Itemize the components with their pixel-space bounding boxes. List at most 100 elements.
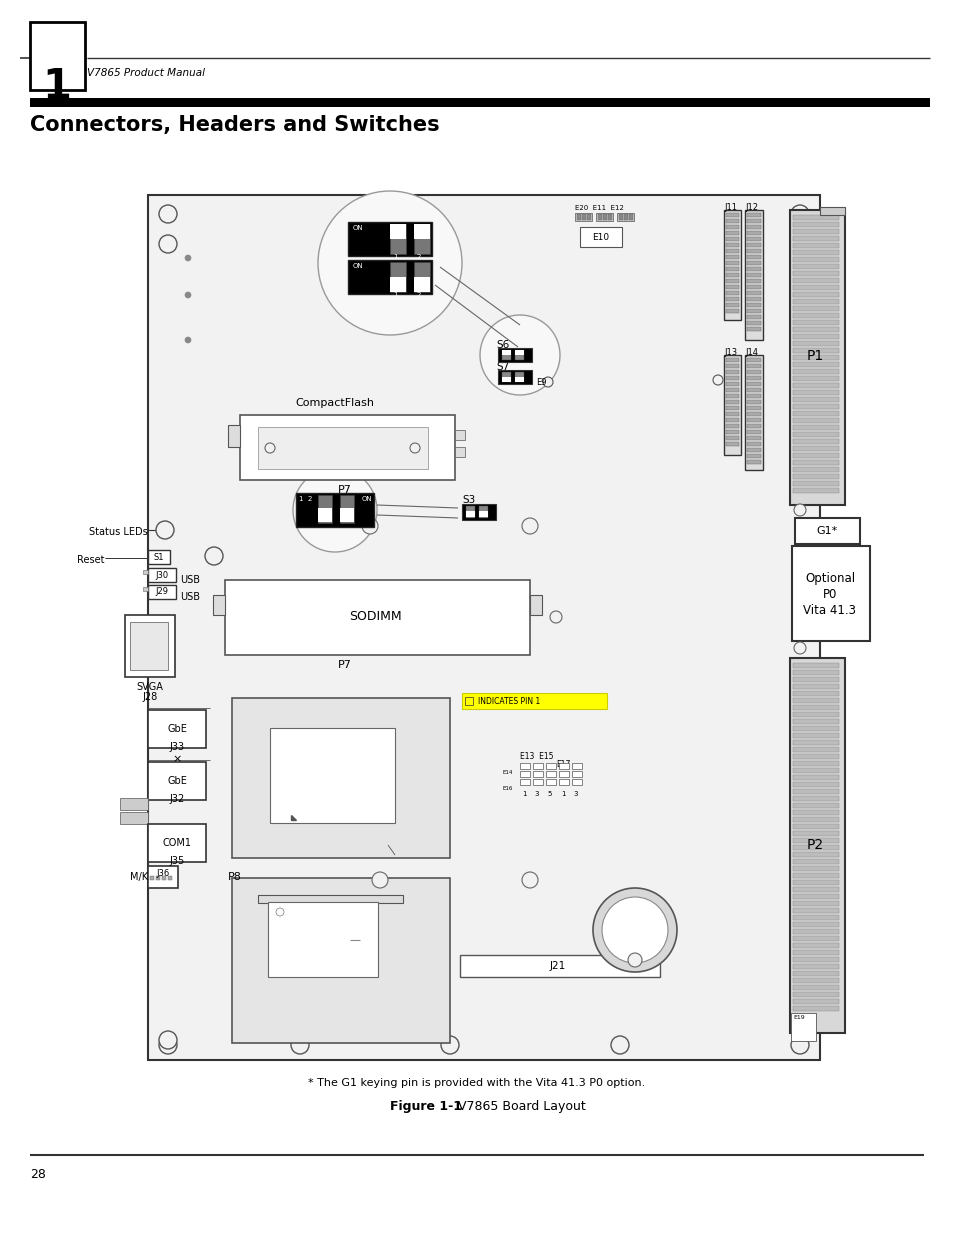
Circle shape [185,291,191,298]
Bar [268,902,377,977]
Text: ×: × [172,755,181,764]
Bar [30,98,929,107]
Bar [725,254,739,259]
Bar [792,677,838,682]
Bar [746,254,760,259]
Bar [792,270,838,275]
Bar [792,425,838,430]
Bar [628,214,633,220]
Bar [125,615,174,677]
Bar [792,887,838,892]
Bar [168,876,172,881]
Bar [725,261,739,266]
Bar [725,400,739,404]
Bar [148,762,206,800]
Bar [792,417,838,424]
Bar [148,824,206,862]
Bar [792,803,838,808]
Circle shape [156,521,173,538]
Bar [792,243,838,248]
Bar [792,257,838,262]
Bar [348,261,432,294]
Bar [792,228,838,233]
Bar [792,936,838,941]
Bar [232,698,450,858]
Bar [130,622,168,671]
Text: Status LEDs: Status LEDs [90,527,148,537]
Bar [789,658,844,1032]
Bar [792,453,838,458]
Circle shape [372,872,388,888]
Bar [725,249,739,253]
Circle shape [601,897,667,963]
Bar [792,726,838,731]
Bar [792,881,838,885]
Text: 1  2: 1 2 [298,496,312,501]
Bar [792,719,838,724]
Bar [792,396,838,403]
Circle shape [159,205,177,224]
Bar [792,818,838,823]
Bar [790,1013,815,1041]
Bar [725,358,739,362]
Text: E17: E17 [556,760,570,769]
Bar [792,852,838,857]
Text: Optional: Optional [804,572,854,585]
Text: S7: S7 [496,362,509,372]
Text: COM1: COM1 [162,839,192,848]
Bar [725,417,739,422]
Text: USB: USB [180,592,200,601]
Text: J12: J12 [744,203,758,212]
Text: S6: S6 [496,340,509,350]
Text: P7: P7 [337,485,352,495]
Bar [725,219,739,224]
Circle shape [205,547,223,564]
Bar [497,348,532,362]
Bar [725,279,739,283]
Bar [746,394,760,398]
Bar [723,354,740,454]
Bar [156,876,160,881]
Text: J33: J33 [170,742,184,752]
Circle shape [410,443,419,453]
Bar [746,436,760,440]
Bar [746,448,760,452]
Text: E9: E9 [536,378,546,387]
Text: E19: E19 [792,1015,804,1020]
Bar [723,210,740,320]
Bar [545,763,556,769]
Bar [390,224,406,254]
Bar [414,277,430,291]
Bar [725,296,739,301]
Circle shape [159,1036,177,1053]
Circle shape [185,254,191,261]
Bar [533,771,542,777]
Bar [746,267,760,270]
Bar [746,225,760,228]
Bar [545,779,556,785]
Text: 2: 2 [416,291,420,298]
Bar [515,350,523,354]
Bar [792,369,838,374]
Text: J29: J29 [155,588,169,597]
Bar [465,506,475,517]
Circle shape [265,443,274,453]
Bar [792,734,838,739]
Text: 1: 1 [560,790,565,797]
Text: J11: J11 [723,203,737,212]
Bar [792,341,838,346]
Bar [257,895,402,903]
Bar [501,372,511,382]
Text: P0: P0 [821,588,837,601]
Bar [461,504,496,520]
Bar [497,370,532,384]
Bar [465,511,475,517]
Bar [746,309,760,312]
Text: USB: USB [180,576,200,585]
Bar [746,382,760,387]
Bar [792,291,838,296]
Bar [820,207,844,215]
Bar [792,459,838,466]
Bar [317,495,332,522]
Bar [792,831,838,836]
